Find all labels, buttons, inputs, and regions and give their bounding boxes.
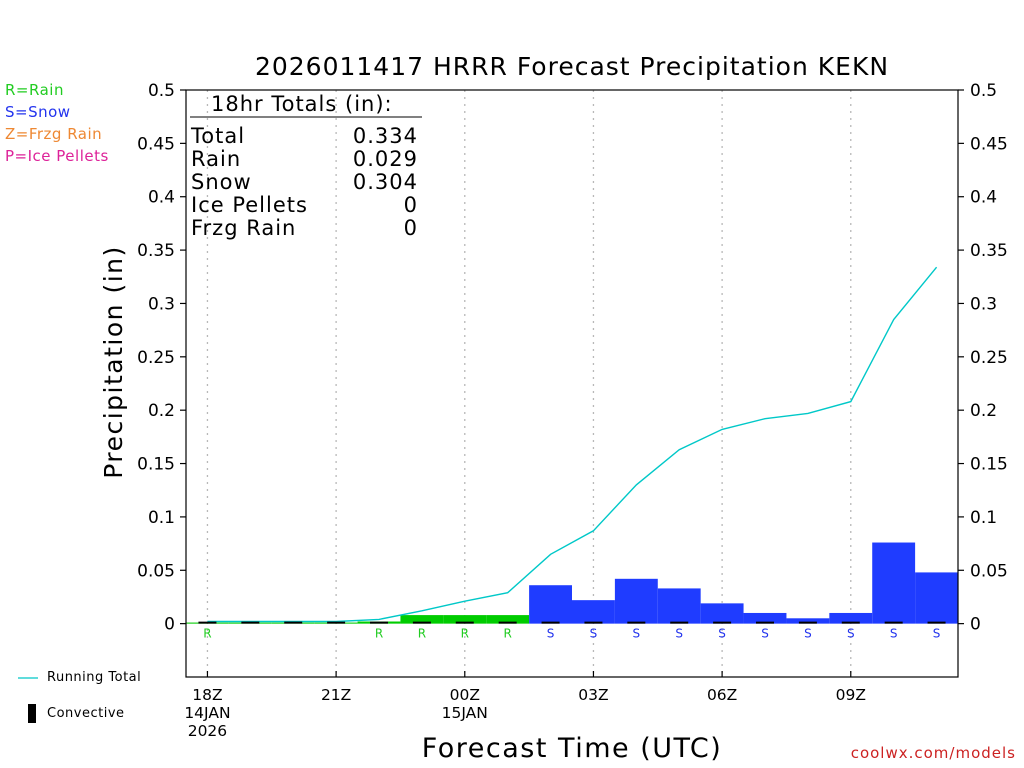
ptype-label: S [675,627,683,641]
running-total-line [207,266,938,623]
source-credit: coolwx.com/models [850,744,1016,762]
totals-label: Frzg Rain [191,216,296,240]
x-tick-label: 09Z [836,686,866,704]
x-tick-label: 00Z [450,686,480,704]
bar [743,612,787,624]
ptype-label: S [633,627,641,641]
bar [486,615,530,624]
y-tick-label: 0 [164,615,175,635]
bar [614,578,658,624]
ptype-label: S [847,627,855,641]
totals-value: 0.304 [353,170,418,194]
y-tick-label: 0.5 [970,81,997,101]
bar [700,603,744,624]
bar [829,612,873,624]
y-tick-label: 0.05 [970,561,1008,581]
bar [915,572,958,624]
bar [529,585,572,624]
x-tick-label: 18Z [192,686,222,704]
y-tick-label: 0.3 [148,294,175,314]
y-tick-label: 0.35 [137,241,175,261]
plot-frame [185,89,959,678]
ptype-label: S [547,627,555,641]
bar [786,618,830,624]
bar [657,588,701,624]
totals-value: 0 [404,216,418,240]
y-tick-label: 0.15 [970,455,1008,475]
bar [872,542,916,624]
y-tick-label: 0.1 [970,508,997,528]
x-tick-label: 14JAN [184,704,230,722]
y-tick-label: 0 [970,615,981,635]
x-tick-label: 03Z [578,686,608,704]
legend-running-total: Running Total [47,670,142,685]
x-tick-label: 15JAN [442,704,488,722]
y-tick-label: 0.2 [970,401,997,421]
totals-value: 0.334 [353,124,418,148]
totals-value: 0 [404,193,418,217]
y-tick-label: 0.1 [148,508,175,528]
bar [400,615,444,624]
legend-convective: Convective [47,706,125,721]
ptype-label: S [761,627,769,641]
totals-box: 18hr Totals (in): Total 0.334 Rain 0.029… [190,92,422,240]
bars [186,542,958,624]
y-axis-label: Precipitation (in) [99,245,128,479]
ptype-label: S [890,627,898,641]
key-snow: S=Snow [5,103,71,121]
y-tick-label: 0.05 [137,561,175,581]
y-tick-label: 0.45 [970,134,1008,154]
totals-header: 18hr Totals (in): [211,92,393,116]
ptype-label: R [203,627,211,641]
y-tick-label: 0.25 [137,348,175,368]
key-rain: R=Rain [5,81,64,99]
y-tick-label: 0.15 [137,455,175,475]
key-frzg-rain: Z=Frzg Rain [5,125,103,143]
ptype-label: R [418,627,426,641]
ptype-label: S [590,627,598,641]
y-tick-label: 0.4 [970,188,997,208]
totals-value: 0.029 [353,147,418,171]
ptype-label: S [718,627,726,641]
y-tick-label: 0.25 [970,348,1008,368]
y-tick-label: 0.4 [148,188,175,208]
x-axis-label: Forecast Time (UTC) [421,733,723,764]
ptype-key: R=Rain S=Snow Z=Frzg Rain P=Ice Pellets [5,79,109,167]
bar [443,615,487,624]
convective-swatch [28,704,36,723]
bar [572,600,615,624]
chart-title: 2026011417 HRRR Forecast Precipitation K… [254,52,890,81]
x-tick-label: 21Z [321,686,351,704]
y-axis-right: 0 0.05 0.1 0.15 0.2 0.25 0.3 0.35 0.4 0.45 0.5 [958,81,1008,635]
y-tick-label: 0.5 [148,81,175,101]
y-tick-label: 0.2 [148,401,175,421]
y-tick-label: 0.45 [137,134,175,154]
totals-label: Ice Pellets [191,193,308,217]
y-tick-label: 0.35 [970,241,1008,261]
ptype-label: R [375,627,383,641]
y-tick-label: 0.3 [970,294,997,314]
y-axis-left: 0 0.05 0.1 0.15 0.2 0.25 0.3 0.35 0.4 0.45 0.5 [137,81,186,635]
totals-label: Rain [191,147,241,171]
ptype-label: S [933,627,941,641]
running-total-line [207,266,938,623]
x-tick-label: 06Z [707,686,737,704]
ptype-label: S [804,627,812,641]
key-ice-pellets: P=Ice Pellets [5,147,109,165]
totals-label: Snow [191,170,252,194]
totals-label: Total [190,124,245,148]
x-tick-label: 2026 [188,722,227,740]
ptype-label: R [503,627,511,641]
ptype-label: R [461,627,469,641]
